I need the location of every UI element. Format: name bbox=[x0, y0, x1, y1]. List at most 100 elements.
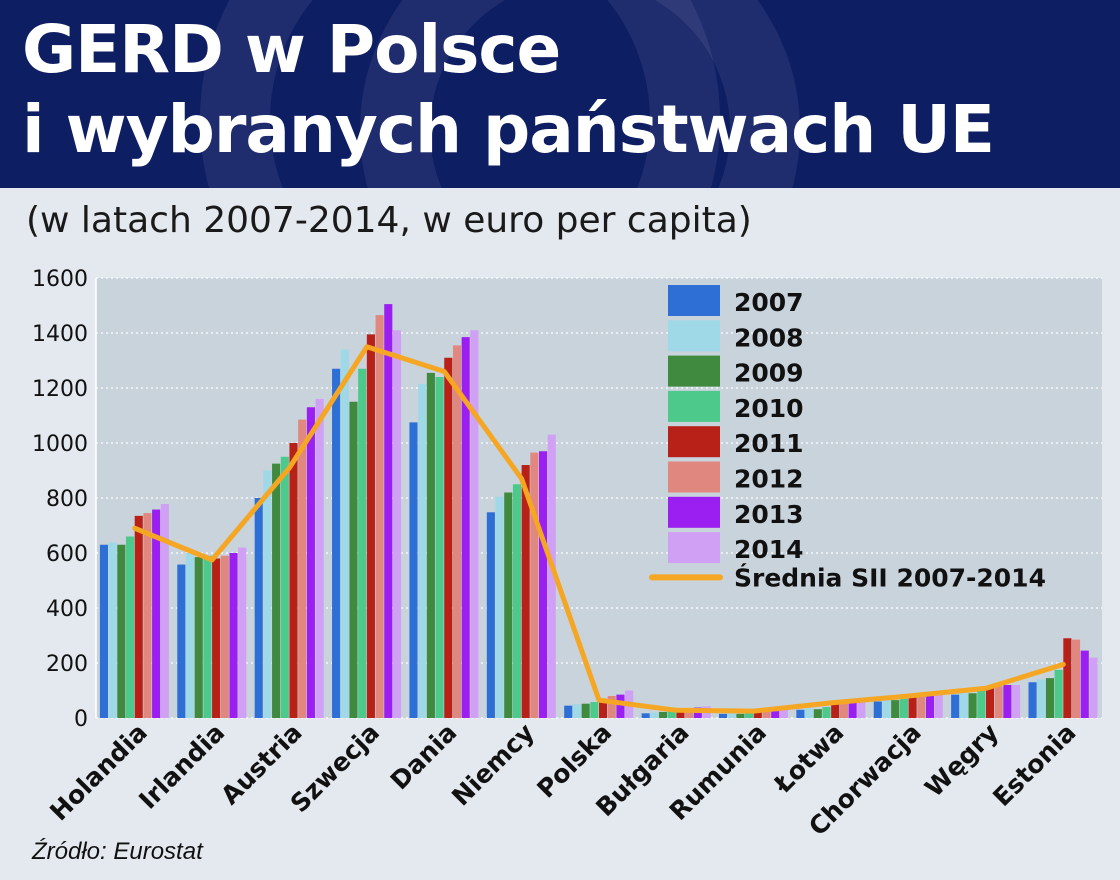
x-tick-label: Holandia bbox=[44, 718, 153, 827]
bar-2009-bułgaria bbox=[658, 711, 668, 718]
bar-2009-dania bbox=[426, 372, 435, 718]
bar-2012-łotwa bbox=[839, 702, 848, 718]
legend-swatch-2009 bbox=[668, 355, 720, 387]
bar-2007-chorwacja bbox=[873, 701, 882, 718]
y-tick-label: 1600 bbox=[32, 267, 88, 292]
bar-2009-łotwa bbox=[813, 709, 822, 718]
bar-2010-estonia bbox=[1054, 669, 1063, 718]
bar-2013-estonia bbox=[1080, 650, 1089, 718]
bar-2011-bułgaria bbox=[676, 710, 685, 718]
y-tick-label: 600 bbox=[46, 542, 88, 567]
legend-swatch-2011 bbox=[668, 426, 720, 458]
bar-2011-estonia bbox=[1063, 638, 1072, 718]
bar-2012-chorwacja bbox=[917, 696, 926, 718]
bar-2013-niemcy bbox=[539, 451, 548, 718]
y-tick-label: 800 bbox=[46, 487, 88, 512]
legend-label-2007: 2007 bbox=[734, 288, 804, 317]
bar-2011-chorwacja bbox=[908, 697, 917, 718]
bar-2007-polska bbox=[564, 705, 573, 718]
bar-2014-holandia bbox=[160, 504, 169, 718]
y-tick-label: 400 bbox=[46, 597, 88, 622]
y-tick-label: 1400 bbox=[32, 322, 88, 347]
legend-label-2008: 2008 bbox=[734, 323, 804, 352]
average-line bbox=[132, 344, 1066, 714]
bar-2011-niemcy bbox=[521, 465, 530, 718]
bar-2009-irlandia bbox=[194, 557, 203, 718]
bar-2013-polska bbox=[616, 694, 625, 718]
bar-2010-polska bbox=[590, 702, 599, 718]
bar-2011-irlandia bbox=[212, 558, 221, 718]
legend-label-2010: 2010 bbox=[734, 394, 804, 423]
bar-2010-austria bbox=[280, 456, 289, 718]
bar-2013-węgry bbox=[1003, 685, 1012, 718]
bar-2012-bułgaria bbox=[685, 709, 694, 718]
header-banner: GERD w Polsce i wybranych państwach UE bbox=[0, 0, 1120, 188]
bar-2014-szwecja bbox=[392, 330, 402, 718]
legend-swatch-2013 bbox=[668, 496, 720, 528]
bar-2010-rumunia bbox=[745, 712, 754, 718]
legend-swatch-2012 bbox=[668, 461, 720, 493]
bar-2012-irlandia bbox=[220, 555, 229, 718]
bar-2010-niemcy bbox=[512, 484, 522, 718]
bar-2013-irlandia bbox=[229, 553, 238, 718]
bar-2011-węgry bbox=[985, 687, 995, 718]
bar-2012-szwecja bbox=[375, 315, 384, 718]
bar-2008-rumunia bbox=[727, 712, 736, 718]
chart-subtitle: (w latach 2007-2014, w euro per capita) bbox=[26, 200, 752, 241]
bar-2013-chorwacja bbox=[925, 696, 935, 718]
title-line-2: i wybranych państwach UE bbox=[22, 91, 995, 168]
source-note: Źródło: Eurostat bbox=[32, 838, 203, 865]
bar-2008-łotwa bbox=[805, 708, 814, 718]
bar-2007-bułgaria bbox=[641, 713, 650, 718]
bar-2014-chorwacja bbox=[934, 694, 943, 718]
bar-2013-łotwa bbox=[848, 701, 857, 718]
bar-2012-niemcy bbox=[530, 452, 539, 718]
bar-2009-austria bbox=[272, 463, 281, 718]
bar-2011-dania bbox=[444, 357, 453, 718]
bar-2011-holandia bbox=[134, 515, 143, 718]
bar-2007-łotwa bbox=[796, 709, 805, 718]
bar-2014-dania bbox=[470, 330, 479, 718]
bar-2009-niemcy bbox=[504, 492, 513, 718]
legend-swatch-2007 bbox=[668, 285, 720, 316]
bar-2007-rumunia bbox=[718, 713, 728, 718]
bar-2010-bułgaria bbox=[667, 711, 676, 718]
legend-label-2014: 2014 bbox=[734, 535, 804, 564]
bar-2007-holandia bbox=[99, 544, 108, 718]
legend-label-2013: 2013 bbox=[734, 500, 804, 529]
bar-2010-szwecja bbox=[358, 368, 367, 718]
bar-2010-irlandia bbox=[203, 555, 212, 718]
bar-2008-niemcy bbox=[495, 496, 504, 718]
bar-2009-estonia bbox=[1045, 678, 1055, 718]
bar-2013-dania bbox=[461, 337, 470, 718]
bar-2011-szwecja bbox=[366, 334, 375, 718]
bar-2009-węgry bbox=[968, 693, 977, 718]
bar-2014-irlandia bbox=[238, 547, 247, 718]
bar-2010-łotwa bbox=[822, 707, 831, 718]
legend-label-average: Średnia SII 2007-2014 bbox=[734, 562, 1046, 592]
bar-2007-estonia bbox=[1028, 682, 1037, 718]
bar-2008-austria bbox=[263, 470, 272, 718]
bar-2012-polska bbox=[607, 696, 616, 718]
bar-2009-rumunia bbox=[736, 713, 745, 718]
bar-2007-węgry bbox=[951, 694, 960, 718]
bar-2011-austria bbox=[289, 443, 298, 718]
y-tick-label: 1200 bbox=[32, 377, 88, 402]
bar-2010-dania bbox=[435, 377, 444, 718]
bar-2009-szwecja bbox=[349, 401, 358, 718]
bar-2014-estonia bbox=[1089, 657, 1098, 718]
bar-2014-łotwa bbox=[857, 700, 866, 718]
bar-2014-austria bbox=[315, 399, 324, 718]
bar-2009-polska bbox=[581, 703, 590, 718]
bar-2010-chorwacja bbox=[899, 698, 908, 718]
x-tick-label: Irlandia bbox=[133, 718, 230, 815]
bar-2011-polska bbox=[599, 699, 608, 718]
bar-2010-holandia bbox=[125, 536, 135, 718]
bar-2013-szwecja bbox=[384, 304, 393, 718]
bar-2013-holandia bbox=[152, 509, 161, 718]
bar-2008-bułgaria bbox=[650, 712, 659, 718]
legend-label-2011: 2011 bbox=[734, 429, 804, 458]
bar-2007-austria bbox=[254, 498, 263, 718]
x-tick-label: Niemcy bbox=[446, 718, 540, 812]
